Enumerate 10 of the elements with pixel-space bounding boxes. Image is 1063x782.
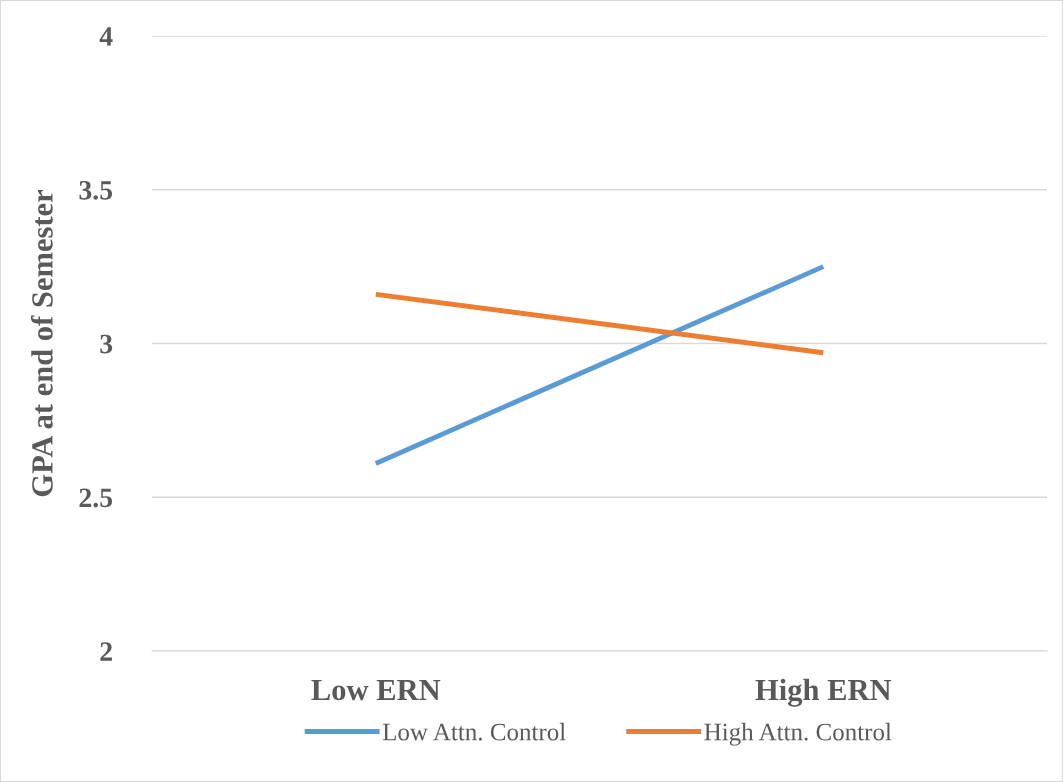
y-tick-label: 3.5: [79, 180, 113, 200]
y-tick-label: 3: [100, 334, 113, 354]
x-tick-label: High ERN: [755, 678, 892, 707]
y-axis-title: GPA at end of Semester: [30, 189, 53, 497]
legend-label: Low Attn. Control: [382, 722, 566, 741]
legend-label: High Attn. Control: [704, 722, 892, 746]
y-tick-label: 4: [99, 27, 113, 46]
y-tick-label: 2: [100, 642, 112, 661]
x-tick-label: Low ERN: [311, 679, 441, 701]
y-tick-label: 2.5: [79, 488, 113, 508]
